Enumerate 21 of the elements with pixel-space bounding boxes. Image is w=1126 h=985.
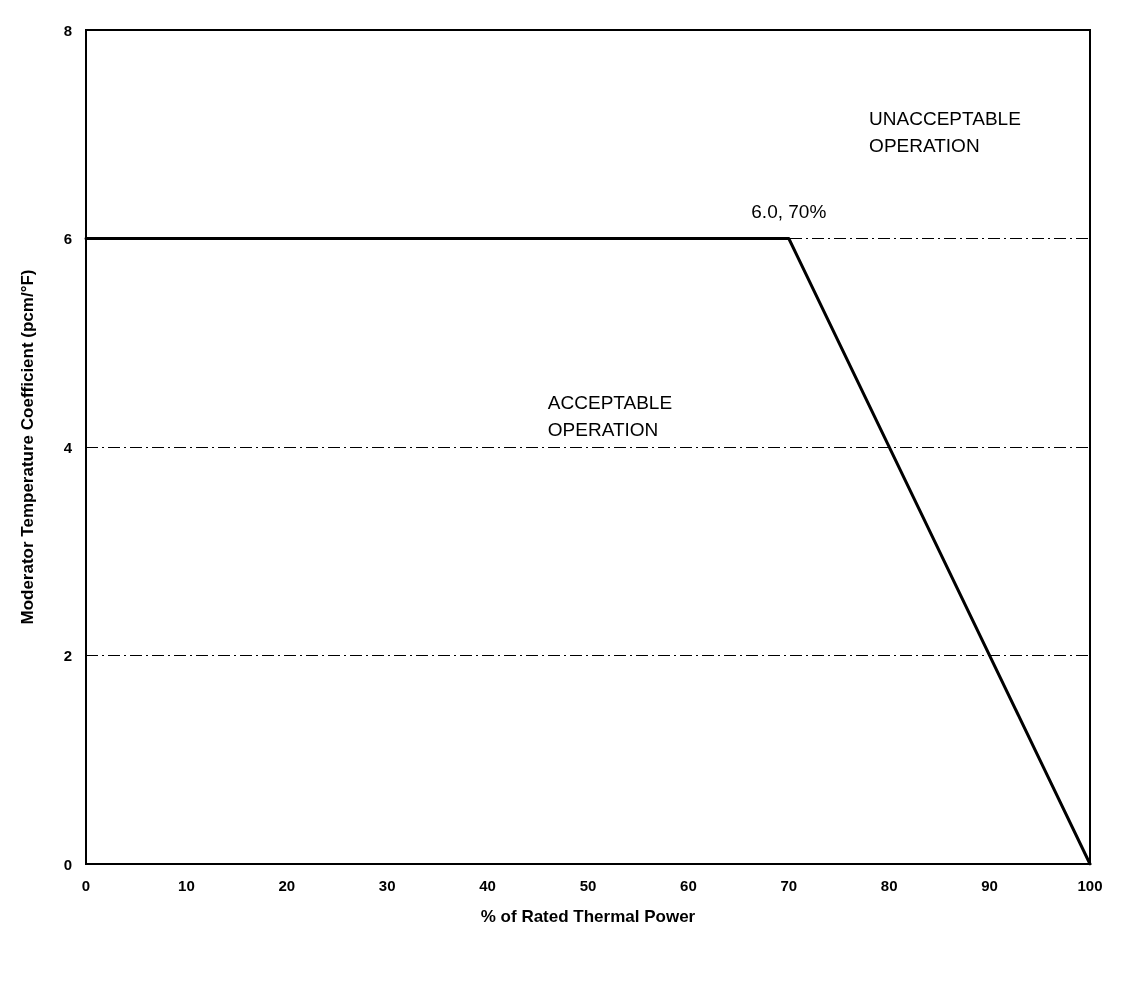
x-tick-label: 0 [81, 877, 91, 894]
y-axis-title: Moderator Temperature Coefficient (pcm/°F) [18, 269, 37, 625]
y-tick-label: 4 [63, 438, 73, 456]
x-tick-label: 100 [1077, 877, 1103, 894]
y-tick-label: 2 [63, 647, 72, 664]
x-tick-label: 80 [880, 877, 898, 894]
x-tick-label: 60 [680, 877, 697, 894]
x-tick-label: 30 [378, 877, 396, 894]
annotation: UNACCEPTABLE OPERATION [869, 108, 1021, 157]
x-tick-label: 40 [479, 877, 496, 894]
x-tick-label: 10 [178, 877, 195, 894]
y-tick-label: 6 [63, 230, 72, 247]
x-tick-label: 70 [780, 877, 798, 894]
y-tick-label: 8 [63, 21, 72, 39]
x-axis-title: % of Rated Thermal Power [480, 907, 696, 926]
x-tick-label: 90 [981, 877, 998, 894]
annotation: ACCEPTABLE OPERATION [547, 391, 673, 440]
y-tick-label: 0 [63, 855, 72, 873]
annotation: 6.0, 70% [751, 200, 827, 222]
x-tick-label: 20 [278, 877, 296, 894]
x-tick-label: 50 [579, 877, 597, 894]
